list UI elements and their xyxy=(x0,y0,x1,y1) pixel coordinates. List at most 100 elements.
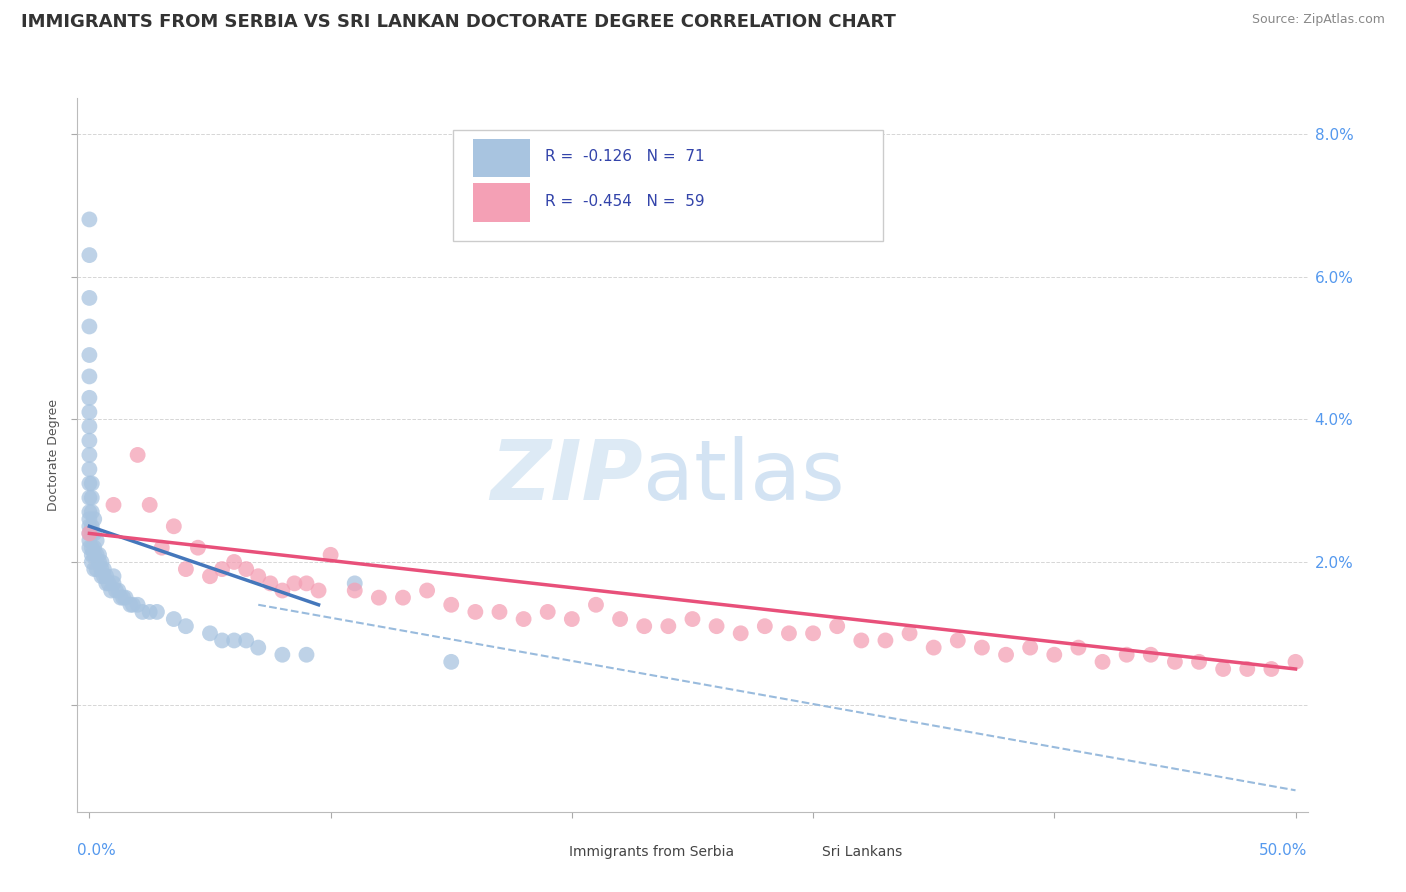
Point xyxy=(367,591,389,605)
Point xyxy=(80,548,103,562)
Point xyxy=(90,562,112,576)
Point xyxy=(103,569,125,583)
Point xyxy=(79,319,101,334)
Point xyxy=(96,569,118,583)
Point xyxy=(1260,662,1282,676)
Point xyxy=(97,576,120,591)
Point xyxy=(946,633,969,648)
Point xyxy=(198,569,221,583)
Point xyxy=(79,212,101,227)
Point xyxy=(104,583,127,598)
FancyBboxPatch shape xyxy=(517,837,565,867)
Text: ZIP: ZIP xyxy=(491,436,644,516)
Point xyxy=(163,612,186,626)
Point xyxy=(585,598,607,612)
Text: Sri Lankans: Sri Lankans xyxy=(821,845,901,859)
Point xyxy=(224,633,246,648)
Point xyxy=(308,583,330,598)
Point xyxy=(706,619,728,633)
Point xyxy=(96,576,118,591)
Point xyxy=(79,541,101,555)
Point xyxy=(488,605,510,619)
Point xyxy=(235,562,257,576)
Point xyxy=(163,519,186,533)
Point xyxy=(79,448,101,462)
Point xyxy=(86,533,108,548)
Point xyxy=(778,626,800,640)
Point xyxy=(79,526,101,541)
Text: Immigrants from Serbia: Immigrants from Serbia xyxy=(569,845,734,859)
FancyBboxPatch shape xyxy=(474,183,530,221)
Point xyxy=(271,583,294,598)
Point xyxy=(138,498,160,512)
Point xyxy=(127,448,149,462)
FancyBboxPatch shape xyxy=(770,837,818,867)
Point xyxy=(80,526,103,541)
Point xyxy=(440,598,463,612)
Point xyxy=(79,419,101,434)
Point xyxy=(79,291,101,305)
Point xyxy=(86,562,108,576)
Text: R =  -0.454   N =  59: R = -0.454 N = 59 xyxy=(546,194,704,209)
Point xyxy=(922,640,945,655)
Point xyxy=(127,598,149,612)
Point xyxy=(79,391,101,405)
Point xyxy=(392,591,415,605)
Text: atlas: atlas xyxy=(644,436,845,516)
Point xyxy=(295,576,318,591)
Point xyxy=(537,605,560,619)
Point xyxy=(1019,640,1042,655)
Point xyxy=(416,583,439,598)
Point xyxy=(79,369,101,384)
Point xyxy=(80,519,103,533)
Text: R =  -0.126   N =  71: R = -0.126 N = 71 xyxy=(546,149,704,164)
Point xyxy=(80,555,103,569)
Point xyxy=(110,591,132,605)
Point xyxy=(801,626,824,640)
Point xyxy=(150,541,173,555)
Point xyxy=(80,476,103,491)
Point xyxy=(79,533,101,548)
Point xyxy=(83,562,105,576)
Point xyxy=(83,526,105,541)
Point xyxy=(100,583,122,598)
Point xyxy=(121,598,143,612)
Point xyxy=(609,612,631,626)
Point xyxy=(875,633,897,648)
Point xyxy=(138,605,160,619)
Point xyxy=(730,626,752,640)
Point xyxy=(114,591,136,605)
Point xyxy=(682,612,704,626)
Point xyxy=(1164,655,1187,669)
Text: 0.0%: 0.0% xyxy=(77,843,117,858)
Point xyxy=(174,562,197,576)
Point xyxy=(343,576,366,591)
Point xyxy=(83,512,105,526)
Point xyxy=(259,576,281,591)
Text: IMMIGRANTS FROM SERBIA VS SRI LANKAN DOCTORATE DEGREE CORRELATION CHART: IMMIGRANTS FROM SERBIA VS SRI LANKAN DOC… xyxy=(21,13,896,31)
Point xyxy=(1043,648,1066,662)
Point xyxy=(247,569,270,583)
Point xyxy=(79,526,101,541)
Point xyxy=(343,583,366,598)
Point xyxy=(187,541,209,555)
Point xyxy=(440,655,463,669)
Point xyxy=(1115,648,1137,662)
Point xyxy=(464,605,486,619)
Point xyxy=(79,434,101,448)
Point xyxy=(79,348,101,362)
Point xyxy=(80,491,103,505)
Point xyxy=(283,576,305,591)
Point xyxy=(79,519,101,533)
FancyBboxPatch shape xyxy=(474,139,530,178)
Point xyxy=(107,583,129,598)
Point xyxy=(112,591,135,605)
Point xyxy=(1139,648,1161,662)
Point xyxy=(211,633,233,648)
Text: 50.0%: 50.0% xyxy=(1260,843,1308,858)
Point xyxy=(1188,655,1211,669)
Point xyxy=(79,462,101,476)
Point xyxy=(79,505,101,519)
Point xyxy=(83,541,105,555)
Point xyxy=(754,619,776,633)
